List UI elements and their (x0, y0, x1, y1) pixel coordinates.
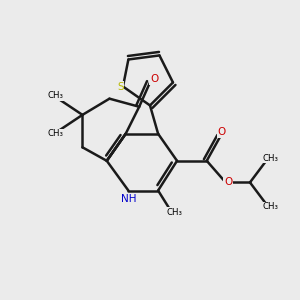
Text: CH₃: CH₃ (166, 208, 182, 217)
Text: CH₃: CH₃ (262, 154, 278, 163)
Text: CH₃: CH₃ (262, 202, 278, 211)
Text: O: O (224, 177, 232, 188)
Text: NH: NH (121, 194, 136, 204)
Text: S: S (117, 82, 124, 92)
Text: CH₃: CH₃ (47, 129, 63, 138)
Text: O: O (218, 128, 226, 137)
Text: CH₃: CH₃ (47, 92, 63, 100)
Text: O: O (150, 74, 158, 84)
